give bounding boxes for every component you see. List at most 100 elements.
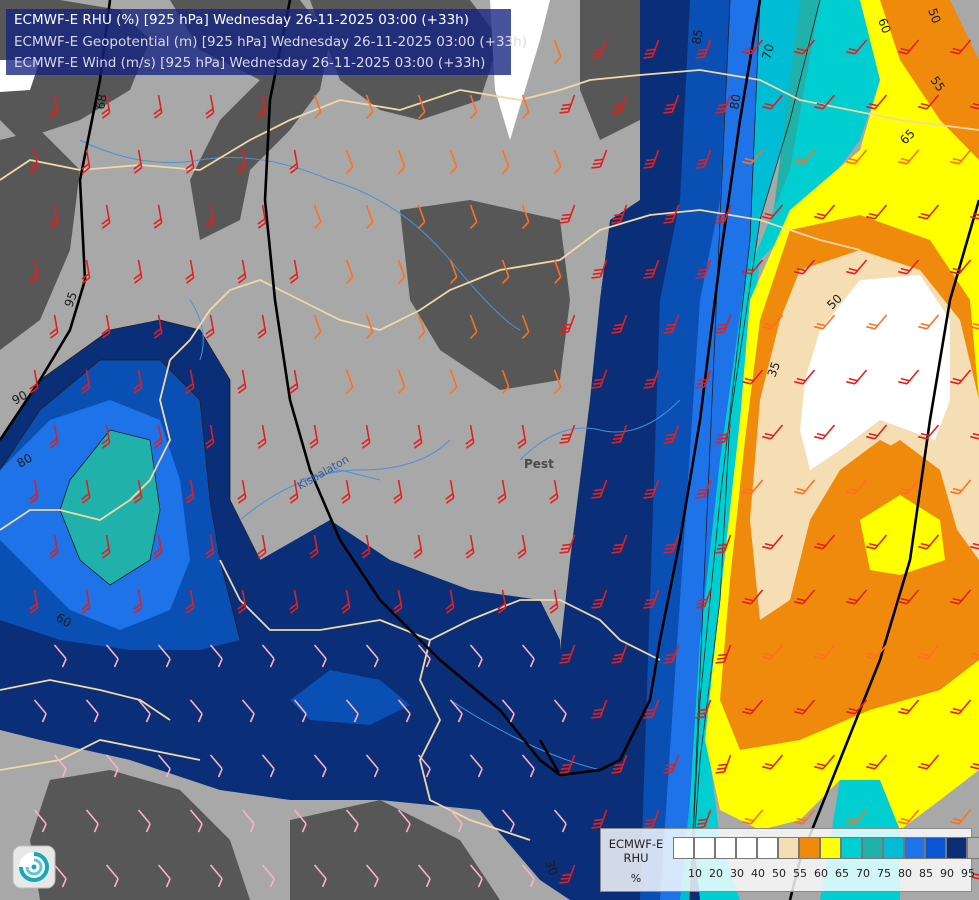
wind-barb (695, 589, 712, 609)
wind-barb (742, 699, 764, 715)
wind-barb (209, 754, 223, 778)
wind-barb (157, 644, 171, 668)
wind-barb (449, 259, 458, 284)
wind-barb (29, 259, 39, 284)
wind-barb (762, 534, 784, 550)
legend-swatch (904, 837, 925, 859)
wind-barb (591, 589, 608, 609)
wind-barb (970, 644, 979, 660)
wind-barb (365, 314, 374, 339)
wind-barb (417, 204, 426, 229)
wind-barb (341, 479, 351, 504)
wind-barb (501, 369, 510, 394)
wind-barb (521, 314, 530, 339)
wind-barb (521, 94, 530, 119)
wind-barb (611, 424, 628, 444)
wind-barb (553, 699, 567, 723)
wind-barb (289, 369, 299, 394)
wind-barb (81, 589, 91, 614)
wind-barb (289, 589, 299, 614)
wind-barb (345, 149, 354, 174)
legend-tick-label: 70 (856, 867, 870, 880)
wind-barb (846, 39, 868, 55)
wind-barb (559, 864, 576, 884)
wind-barb (365, 644, 379, 668)
wind-barb (715, 94, 732, 114)
wind-barb (289, 479, 299, 504)
wind-barb (715, 424, 732, 444)
wind-barb (742, 259, 764, 275)
wind-barb (970, 204, 979, 220)
wind-barb (29, 369, 39, 394)
wind-barb (521, 864, 535, 888)
wind-barb (898, 149, 920, 165)
wind-barb (365, 94, 374, 119)
wind-barb (866, 424, 888, 440)
wind-barb (715, 644, 732, 664)
legend-swatches (673, 837, 979, 859)
wind-barb (417, 314, 426, 339)
wind-barb (611, 644, 628, 664)
wind-barb (814, 94, 836, 110)
label-68: 68 (93, 93, 109, 110)
wind-barb (814, 204, 836, 220)
wind-barb (133, 589, 143, 614)
wind-barb (517, 424, 527, 449)
wind-barb (517, 534, 527, 559)
wind-barb (365, 204, 374, 229)
wind-barb (794, 479, 816, 495)
legend-swatch (715, 837, 736, 859)
wind-barb (742, 809, 764, 825)
wind-barb (157, 754, 171, 778)
wind-barb (417, 94, 426, 119)
wind-barb (449, 149, 458, 174)
wind-barb (257, 204, 267, 229)
legend-swatch (883, 837, 904, 859)
label-85: 85 (689, 28, 705, 45)
wind-barb (101, 534, 111, 559)
wind-barb (918, 314, 940, 330)
wind-barb (695, 479, 712, 499)
wind-barb (611, 534, 628, 554)
wind-barb (361, 534, 371, 559)
wind-barb (237, 149, 247, 174)
wind-barb (33, 809, 47, 833)
label-90: 90 (10, 388, 30, 408)
wind-barb (898, 809, 920, 825)
wind-barb (521, 204, 530, 229)
wind-barb (29, 479, 39, 504)
wind-barb (521, 644, 535, 668)
wind-barb (241, 809, 255, 833)
wind-barb (814, 644, 836, 660)
wind-barb (814, 534, 836, 550)
legend-swatch (673, 837, 694, 859)
legend-swatch (862, 837, 883, 859)
wind-barb (49, 94, 59, 119)
wind-barb (153, 314, 163, 339)
wind-barb (950, 699, 972, 715)
wind-barb (153, 534, 163, 559)
country-borders (0, 69, 979, 841)
wind-barb (715, 314, 732, 334)
wind-barb (449, 369, 458, 394)
legend-swatch (841, 837, 862, 859)
wind-barb (553, 149, 562, 174)
wind-barb (846, 809, 868, 825)
rivers (79, 139, 681, 771)
wind-barb (393, 479, 403, 504)
wind-barb (794, 369, 816, 385)
label-60ne: 60 (875, 16, 893, 35)
wind-barb (950, 39, 972, 55)
rhu-60-inner (860, 495, 945, 575)
wind-barb (643, 259, 660, 279)
legend-swatch (778, 837, 799, 859)
wind-barb (501, 699, 515, 723)
wind-barb (237, 259, 247, 284)
wind-barb (918, 754, 940, 770)
wind-barb (49, 314, 59, 339)
wind-barb (918, 424, 940, 440)
wind-barb (185, 369, 195, 394)
wind-barb (742, 589, 764, 605)
wind-barb (898, 369, 920, 385)
